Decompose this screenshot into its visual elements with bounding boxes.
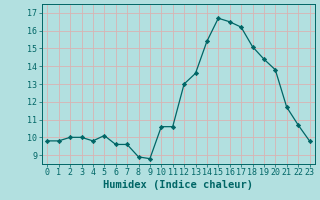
X-axis label: Humidex (Indice chaleur): Humidex (Indice chaleur) <box>103 180 253 190</box>
